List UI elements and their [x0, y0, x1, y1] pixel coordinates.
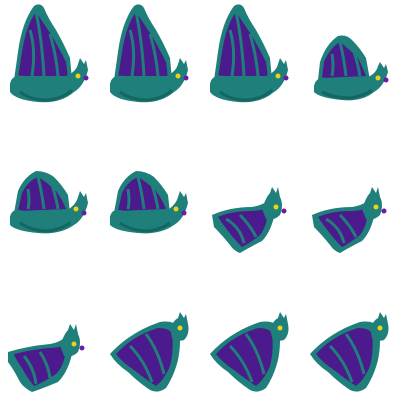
bat-frame-11: [200, 270, 300, 405]
bat-sprite-icon: [210, 312, 289, 392]
bat-frame-3: [200, 0, 300, 135]
bat-frame-6: [100, 135, 200, 270]
bat-sprite-icon: [110, 171, 188, 234]
bat-frame-10: [100, 270, 200, 405]
bat-frame-7: [200, 135, 300, 270]
bat-frame-8: [300, 135, 400, 270]
bat-frame-12: [300, 270, 400, 405]
bat-sprite-icon: [212, 187, 287, 253]
bat-frame-9: [0, 270, 100, 405]
bat-sprite-icon: [314, 35, 389, 101]
bat-frame-5: [0, 135, 100, 270]
bat-frame-4: [300, 0, 400, 135]
bat-sprite-icon: [110, 312, 189, 392]
bat-sprite-icon: [312, 187, 387, 253]
bat-frame-2: [100, 0, 200, 135]
bat-sprite-icon: [10, 171, 88, 234]
bat-sprite-icon: [310, 312, 389, 392]
bat-sprite-icon: [210, 4, 289, 103]
bat-sprite-icon: [110, 4, 189, 103]
bat-frame-1: [0, 0, 100, 135]
bat-sprite-icon: [10, 4, 89, 103]
bat-sprite-icon: [8, 324, 85, 392]
